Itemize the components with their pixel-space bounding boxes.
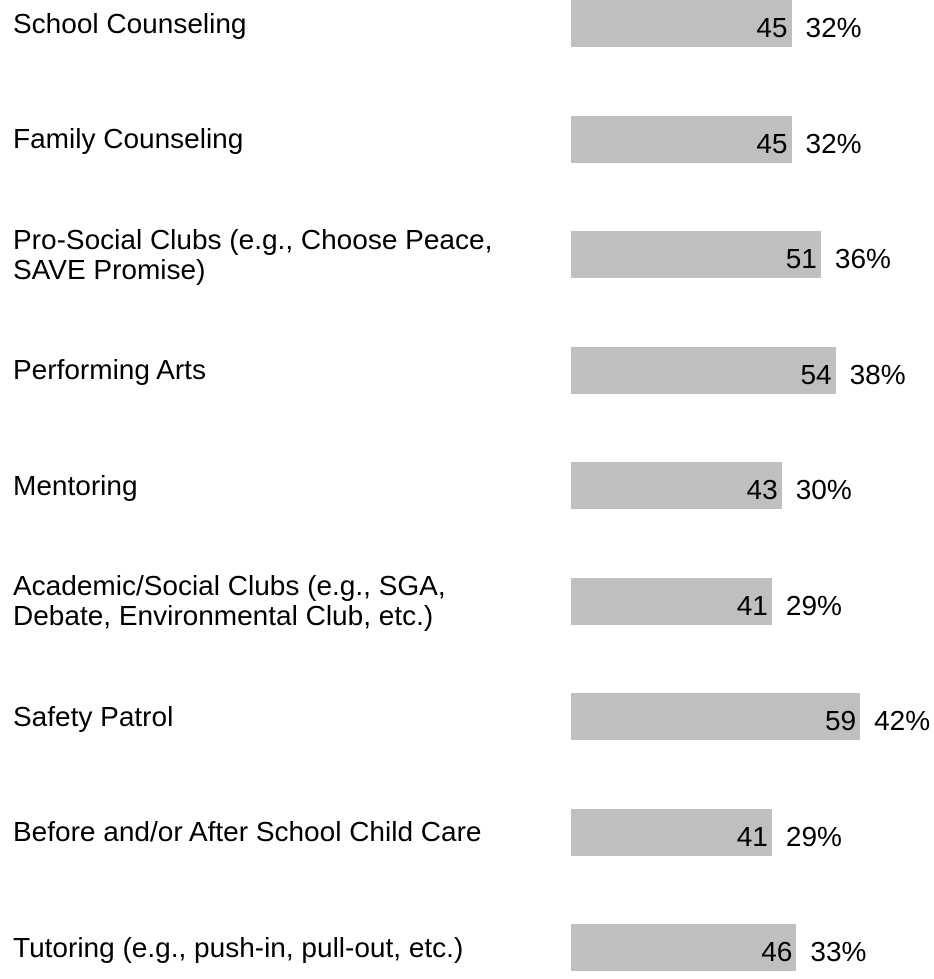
bar-row: Mentoring 43 30% <box>0 462 934 509</box>
category-label: Pro-Social Clubs (e.g., Choose Peace, SA… <box>13 223 493 285</box>
percent-label: 30% <box>795 474 852 505</box>
category-label: Tutoring (e.g., push-in, pull-out, etc.) <box>13 931 464 963</box>
bar-row: School Counseling 45 32% <box>0 0 934 47</box>
bar-row: Family Counseling 45 32% <box>0 115 934 163</box>
bar <box>571 693 861 740</box>
value-label: 45 <box>756 127 788 159</box>
category-label: Before and/or After School Child Care <box>13 816 482 847</box>
value-label: 51 <box>785 243 817 274</box>
category-label: Family Counseling <box>13 123 244 154</box>
bar-row: Before and/or After School Child Care 41 2… <box>0 808 934 856</box>
value-label: 45 <box>756 12 788 43</box>
bar <box>571 808 772 856</box>
category-label: Mentoring <box>13 469 138 501</box>
percent-label: 29% <box>785 820 842 852</box>
bar-row: Academic/Social Clubs (e.g., SGA, Debate… <box>0 571 934 631</box>
value-label: 46 <box>761 936 793 967</box>
bar-row: Performing Arts 54 38% <box>0 346 934 394</box>
category-label: School Counseling <box>13 7 247 39</box>
bar <box>571 462 782 509</box>
bar <box>571 346 836 394</box>
bar-row: Tutoring (e.g., push-in, pull-out, etc.)… <box>0 924 934 971</box>
percent-label: 29% <box>785 589 842 621</box>
bar-row: Safety Patrol 59 42% <box>0 693 934 740</box>
bar <box>571 115 792 163</box>
bar <box>571 924 797 971</box>
value-label: 41 <box>736 820 768 852</box>
percent-label: 42% <box>874 705 931 736</box>
percent-label: 38% <box>849 358 906 390</box>
percent-label: 32% <box>805 12 862 43</box>
percent-label: 36% <box>834 243 891 274</box>
value-label: 54 <box>800 358 832 390</box>
bar <box>571 0 792 47</box>
category-label: Safety Patrol <box>13 700 174 732</box>
value-label: 59 <box>824 705 857 736</box>
bar <box>571 577 772 625</box>
category-label: Performing Arts <box>13 354 206 385</box>
bar <box>571 231 821 278</box>
bar-row: Pro-Social Clubs (e.g., Choose Peace, SA… <box>0 224 934 284</box>
category-label: Academic/Social Clubs (e.g., SGA, Debate… <box>13 570 446 631</box>
value-label: 43 <box>746 474 778 505</box>
percent-label: 33% <box>810 936 867 967</box>
percent-label: 32% <box>805 127 862 159</box>
value-label: 41 <box>736 589 768 621</box>
